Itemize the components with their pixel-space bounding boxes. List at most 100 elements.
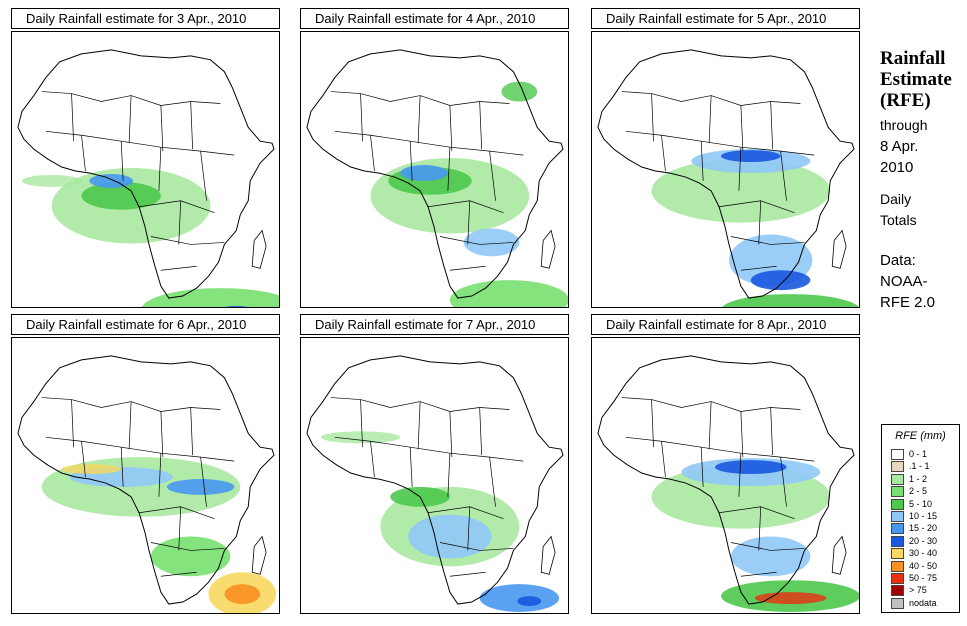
rainfall-area	[408, 514, 492, 559]
side-through: through	[880, 117, 928, 133]
legend-label: 10 - 15	[909, 511, 938, 521]
country-border	[700, 141, 704, 181]
country-border	[334, 130, 524, 156]
rainfall-area	[463, 228, 520, 257]
rainfall-area	[517, 596, 542, 607]
rainfall-map	[591, 31, 860, 308]
country-border	[740, 105, 744, 152]
country-border	[467, 506, 471, 551]
rainfall-area	[722, 294, 859, 307]
side-source-1: NOAA-	[880, 273, 928, 290]
country-border	[770, 101, 773, 150]
country-border	[160, 571, 197, 577]
legend-label: 15 - 20	[909, 523, 938, 534]
country-border	[160, 105, 164, 152]
map-panel-5-apr: Daily Rainfall estimate for 5 Apr., 2010	[591, 8, 860, 308]
legend-label: 5 - 10	[909, 498, 933, 509]
country-border	[71, 93, 74, 142]
country-border	[417, 95, 421, 144]
country-border	[489, 151, 496, 201]
rainfall-area	[721, 150, 781, 163]
side-title-line: Rainfall	[880, 48, 946, 69]
country-border	[467, 200, 471, 245]
rainfall-area	[501, 81, 538, 102]
country-border	[770, 407, 773, 456]
country-border	[700, 447, 704, 487]
country-border	[730, 542, 805, 551]
country-border	[160, 265, 197, 271]
country-border	[81, 135, 86, 172]
panel-title: Daily Rainfall estimate for 3 Apr., 2010	[11, 8, 280, 29]
legend-swatch	[891, 573, 904, 584]
country-border	[120, 141, 124, 181]
madagascar-outline	[831, 229, 847, 269]
legend-label: 2 - 5	[909, 486, 928, 497]
side-title-line: (RFE)	[880, 90, 931, 111]
legend-label: 20 - 30	[909, 535, 938, 546]
country-border	[661, 441, 666, 478]
side-title: Rainfall Estimate (RFE)	[880, 48, 952, 111]
rainfall-map	[11, 337, 280, 614]
legend-swatch	[891, 511, 904, 522]
country-border	[661, 135, 666, 172]
country-border	[651, 399, 654, 448]
country-border	[128, 95, 132, 144]
country-border	[449, 411, 453, 458]
rainfall-area	[225, 305, 248, 307]
country-border	[738, 453, 742, 497]
country-border	[200, 457, 207, 507]
legend-swatch	[891, 585, 904, 597]
country-border	[625, 436, 815, 462]
legend-swatch	[891, 535, 904, 547]
madagascar-outline	[251, 229, 267, 269]
rainfall-area	[89, 173, 134, 188]
legend-label: 30 - 40	[909, 548, 938, 559]
country-border	[758, 200, 762, 245]
legend-label: .1 - 1	[909, 461, 930, 472]
continent-land	[306, 355, 564, 605]
country-border	[708, 401, 712, 450]
map-panel-3-apr: Daily Rainfall estimate for 3 Apr., 2010	[11, 8, 280, 308]
rainfall-area	[320, 431, 401, 444]
rainfall-area	[224, 584, 261, 605]
country-border	[160, 411, 164, 458]
side-date-2: 2010	[880, 159, 914, 176]
side-source-2: RFE 2.0	[880, 294, 936, 311]
country-border	[780, 151, 787, 201]
madagascar-outline	[540, 535, 556, 575]
rainfall-area	[61, 464, 122, 475]
legend-label: 0 - 1	[909, 449, 928, 459]
panel-title: Daily Rainfall estimate for 7 Apr., 2010	[300, 314, 569, 335]
country-border	[780, 457, 787, 507]
country-border	[45, 436, 235, 462]
legend-swatch	[891, 548, 904, 560]
coastline	[306, 49, 564, 299]
country-border	[158, 453, 162, 497]
rainfall-map	[11, 31, 280, 308]
rainfall-area	[754, 592, 827, 605]
country-border	[190, 101, 193, 150]
country-border	[447, 147, 451, 191]
coastline	[597, 49, 855, 299]
legend-label: 1 - 2	[909, 473, 928, 484]
country-border	[360, 399, 363, 448]
panel-title: Daily Rainfall estimate for 6 Apr., 2010	[11, 314, 280, 335]
legend-swatch	[891, 461, 904, 473]
country-border	[479, 101, 482, 150]
side-date-1: 8 Apr.	[880, 138, 919, 155]
country-border	[740, 265, 777, 271]
madagascar-outline	[831, 535, 847, 575]
country-border	[120, 447, 124, 487]
legend-title: RFE (mm)	[895, 430, 946, 442]
rainfall-area	[166, 478, 235, 495]
country-border	[625, 130, 815, 156]
country-border	[439, 236, 514, 245]
country-border	[447, 453, 451, 497]
rainfall-area	[400, 165, 448, 181]
side-data-label: Data:	[880, 252, 916, 269]
country-border	[45, 130, 235, 156]
country-border	[730, 236, 805, 245]
country-border	[439, 542, 514, 551]
country-border	[158, 147, 162, 191]
